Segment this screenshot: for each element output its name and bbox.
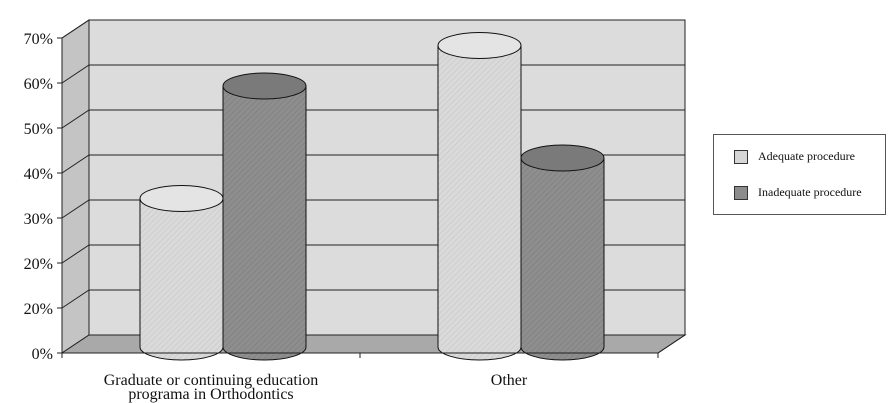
y-tick-label: 30%	[24, 211, 53, 228]
bar-top	[437, 32, 522, 59]
bar-top	[139, 185, 224, 212]
legend-item-adequate: Adequate procedure	[734, 149, 855, 164]
x-axis: Graduate or continuing educationprograma…	[61, 334, 686, 403]
x-category-label: Other	[491, 372, 528, 389]
bar-inadequate-procedure-1	[520, 144, 605, 361]
bar-adequate-procedure-1	[437, 32, 522, 361]
legend-swatch-inadequate	[734, 185, 748, 200]
y-tick-label: 0%	[32, 346, 53, 363]
legend-item-inadequate: Inadequate procedure	[734, 185, 862, 200]
gridline	[61, 19, 685, 39]
y-tick-label: 20%	[24, 301, 53, 318]
legend-swatch-adequate	[734, 149, 748, 164]
y-tick-label: 50%	[24, 121, 53, 138]
bar-top	[520, 144, 605, 172]
bar-adequate-procedure-0	[139, 185, 224, 361]
legend-label-adequate: Adequate procedure	[758, 149, 855, 163]
bar-top	[222, 72, 307, 100]
side-wall	[61, 19, 90, 354]
x-category-label: programa in Orthodontics	[128, 386, 293, 403]
legend: Adequate procedure Inadequate procedure	[713, 134, 886, 215]
y-tick-label: 40%	[24, 166, 53, 183]
bar-body	[437, 45, 522, 361]
x-axis-depth-line	[657, 334, 686, 354]
bars	[139, 32, 605, 361]
bar-body	[222, 85, 307, 361]
y-tick-label: 60%	[24, 76, 53, 93]
y-tick-label: 70%	[24, 31, 53, 48]
bar-body	[520, 157, 605, 361]
y-tick-label: 20%	[24, 256, 53, 273]
bar-inadequate-procedure-0	[222, 72, 307, 361]
legend-label-inadequate: Inadequate procedure	[758, 185, 862, 199]
x-category-label: Graduate or continuing education	[104, 372, 319, 389]
bar-body	[139, 198, 224, 361]
y-axis: 0% 20% 20% 30% 40% 50% 60% 70%	[24, 31, 63, 363]
